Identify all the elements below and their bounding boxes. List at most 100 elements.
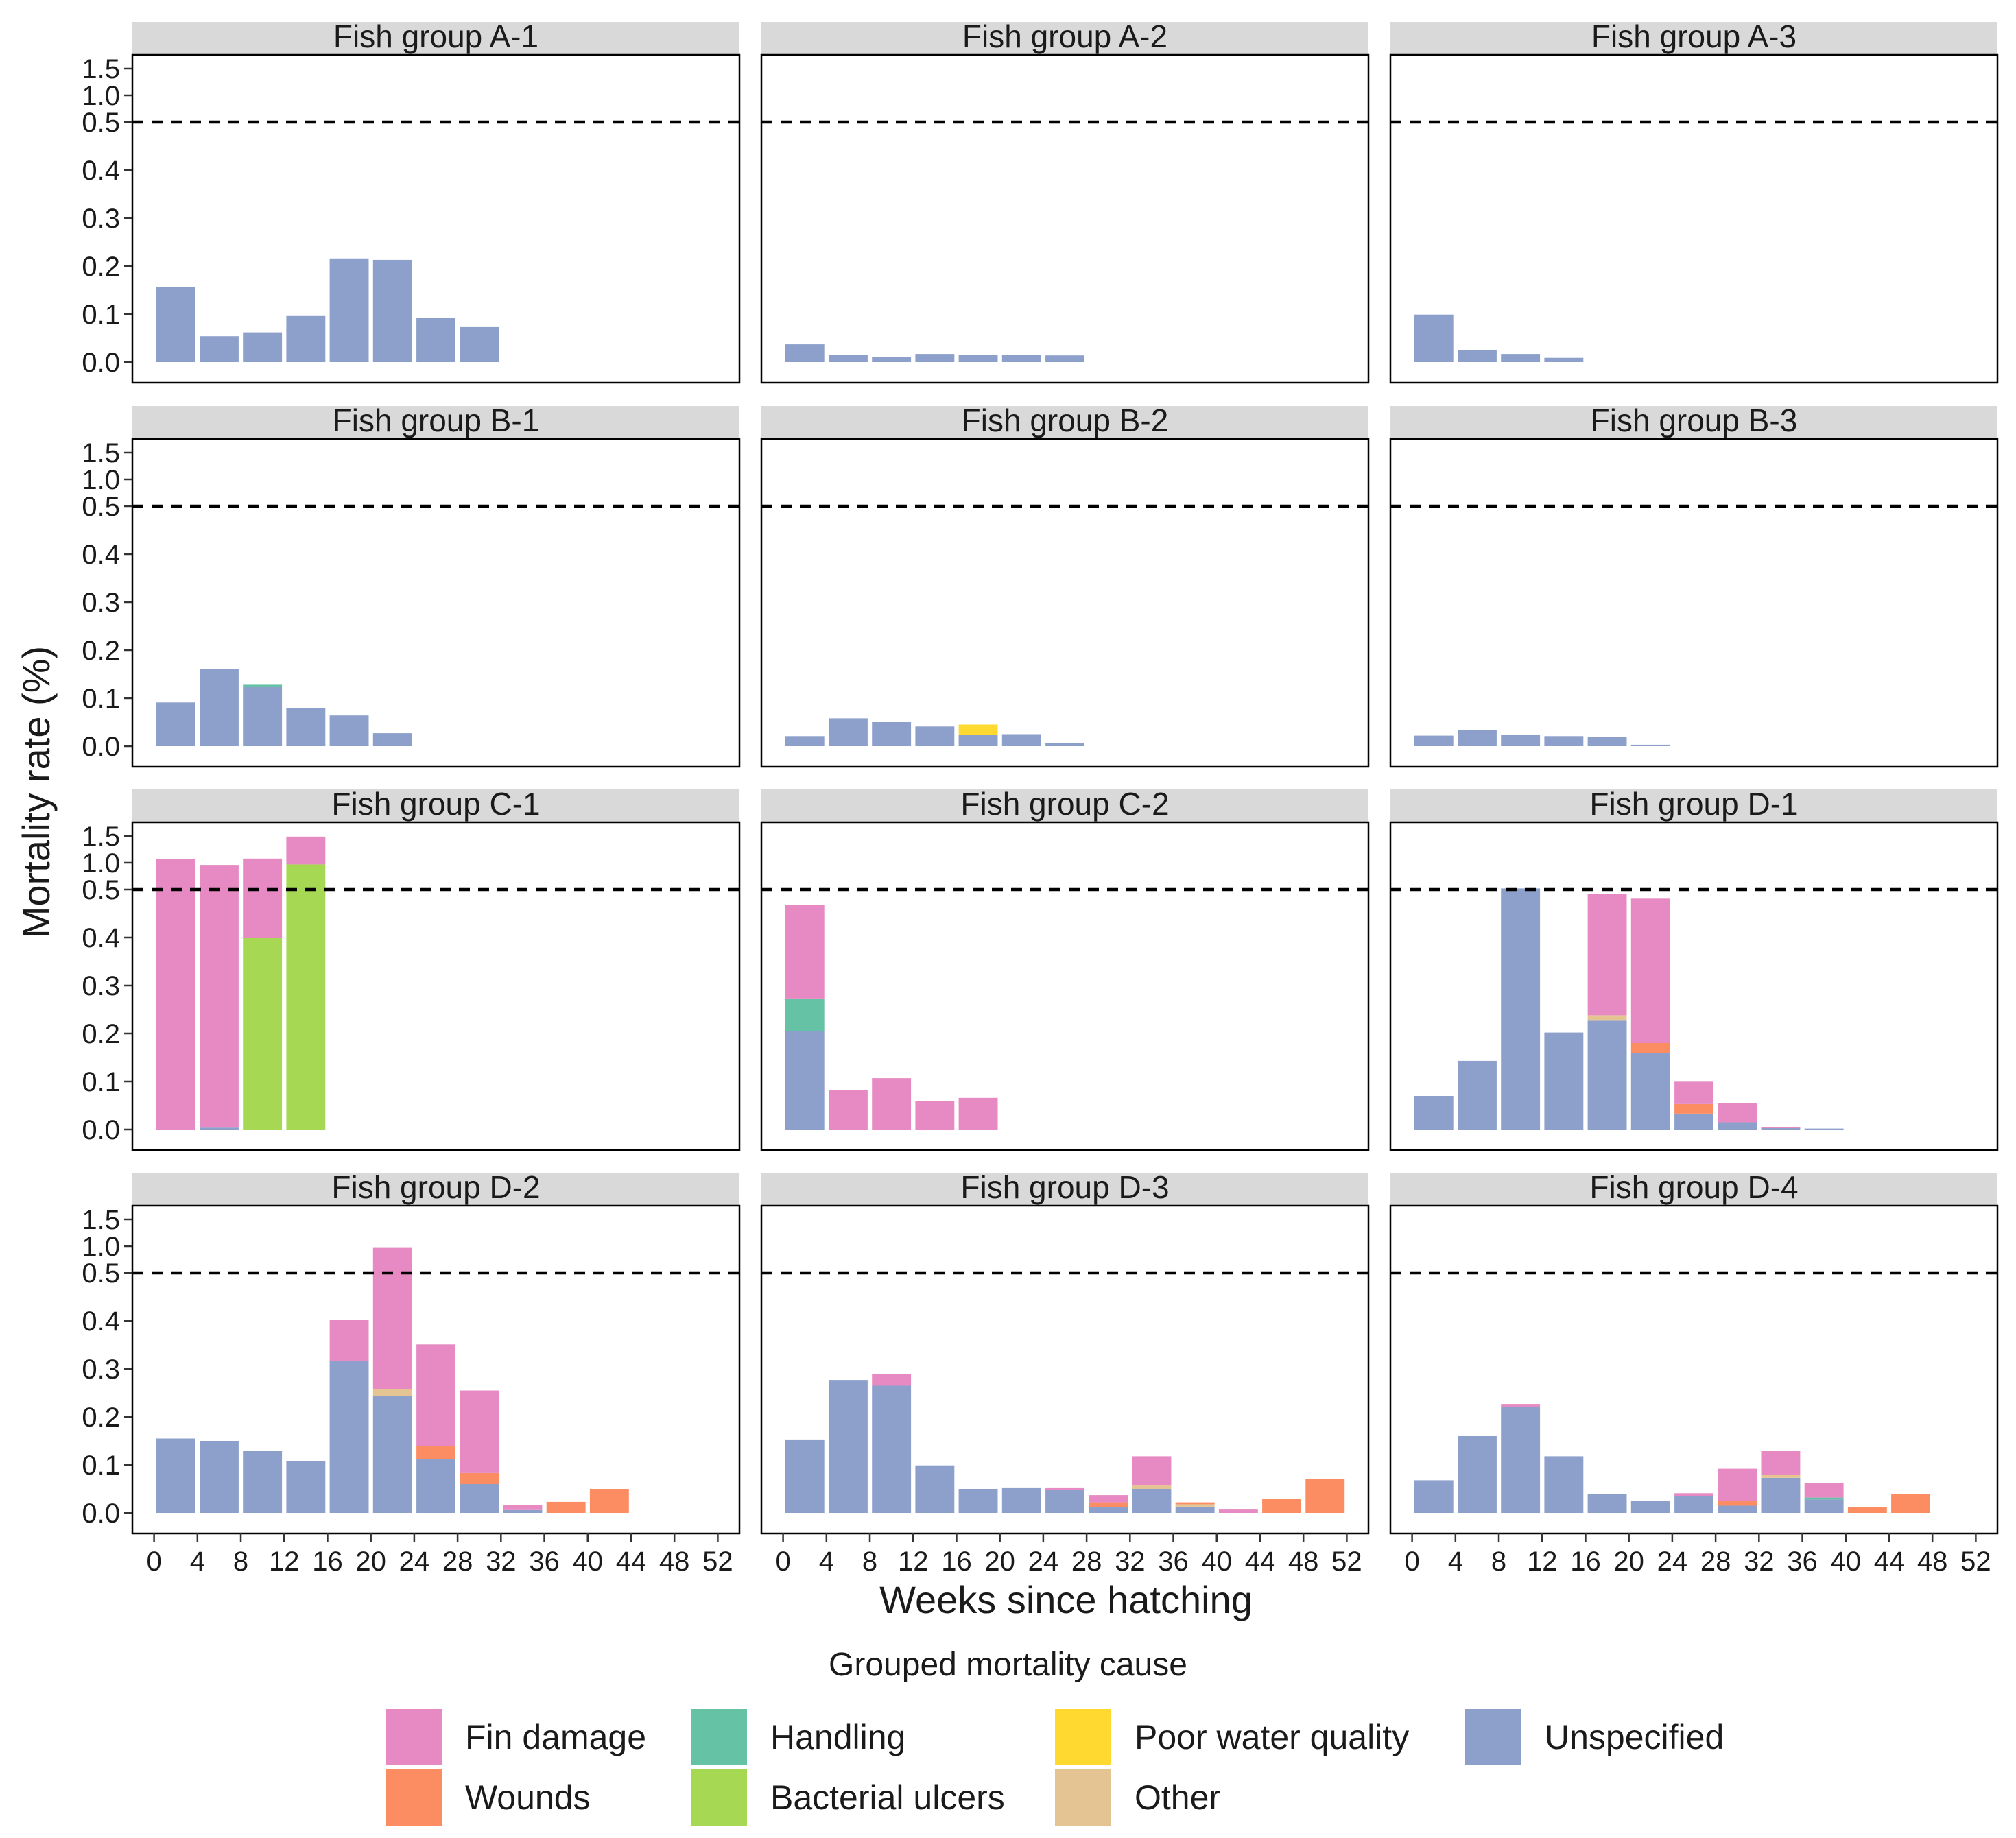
bar-unspec-week-18	[329, 715, 369, 746]
bar-unspec-week-10	[243, 1451, 283, 1513]
bar-fin-week-6	[200, 865, 239, 1128]
x-tick-label: 48	[1917, 1547, 1948, 1577]
bar-unspec-week-38	[1804, 1499, 1844, 1513]
panel-border	[760, 821, 1370, 1151]
y-tick-label: 0.1	[82, 300, 120, 330]
y-tick-label: 0.0	[82, 732, 120, 762]
bar-fin-week-34	[1761, 1451, 1801, 1475]
bar-unspec-week-14	[915, 1465, 955, 1513]
bar-handling-week-10	[243, 684, 283, 687]
bar-unspec-week-18	[1587, 1020, 1627, 1130]
y-tick-label: 0.4	[82, 1306, 120, 1337]
x-tick-label: 4	[1448, 1547, 1463, 1577]
bar-fin-week-34	[503, 1505, 543, 1510]
legend-label-fin: Fin damage	[465, 1718, 647, 1756]
bar-unspec-week-2	[785, 344, 825, 362]
x-tick-label: 20	[355, 1547, 386, 1577]
bar-other-week-22	[372, 1389, 412, 1396]
x-tick-label: 0	[146, 1547, 161, 1577]
x-tick-label: 40	[1202, 1547, 1233, 1577]
y-tick-label: 0.3	[82, 1354, 120, 1385]
legend-swatch-bact	[691, 1769, 747, 1826]
legend-title: Grouped mortality cause	[829, 1647, 1187, 1683]
legend-label-water: Poor water quality	[1135, 1718, 1410, 1756]
bar-fin-week-18	[958, 1097, 998, 1130]
bar-unspec-week-22	[372, 733, 412, 746]
bar-unspec-week-6	[1458, 730, 1497, 746]
bar-fin-week-34	[1132, 1456, 1172, 1486]
panel-title: Fish group B-1	[333, 403, 540, 438]
panel-strip	[1390, 789, 1997, 822]
bar-unspec-week-26	[416, 318, 455, 362]
bar-fin-week-26	[1674, 1493, 1713, 1496]
x-tick-label: 28	[1071, 1547, 1102, 1577]
x-tick-label: 12	[898, 1547, 929, 1577]
y-tick-label: 1.5	[82, 438, 120, 468]
x-tick-label: 16	[941, 1547, 972, 1577]
bar-fin-week-26	[1045, 1487, 1084, 1490]
bar-handling-week-2	[785, 998, 825, 1031]
bar-fin-week-30	[1718, 1103, 1757, 1123]
x-tick-label: 28	[1700, 1547, 1731, 1577]
legend-item-fin: Fin damage	[386, 1709, 646, 1765]
bar-fin-week-22	[1630, 898, 1670, 1043]
y-tick-label: 1.5	[82, 822, 120, 852]
bar-unspec-week-2	[1414, 735, 1454, 746]
bar-unspec-week-22	[372, 259, 412, 362]
bar-unspec-week-22	[372, 1396, 412, 1513]
x-tick-label: 52	[1331, 1547, 1362, 1577]
bar-wounds-week-38	[546, 1501, 586, 1513]
bar-fin-week-30	[460, 1390, 499, 1473]
panel-strip	[1390, 22, 1997, 55]
bar-unspec-week-6	[829, 718, 868, 746]
bar-unspec-week-10	[872, 722, 912, 746]
bar-unspec-week-18	[329, 1361, 369, 1513]
bar-unspec-week-26	[1045, 743, 1084, 746]
x-tick-label: 28	[442, 1547, 473, 1577]
bar-fin-week-30	[1089, 1495, 1128, 1503]
panel-title: Fish group D-3	[960, 1169, 1169, 1205]
y-tick-label: 0.1	[82, 1451, 120, 1481]
bar-unspec-week-38	[1804, 1128, 1844, 1130]
bar-unspec-week-18	[329, 258, 369, 362]
bar-unspec-week-38	[1175, 1506, 1215, 1513]
panel-fish-group-b-1: Fish group B-1 0.0 0.1 0.2 0.3 0.4 0.51.01.5	[82, 403, 741, 768]
x-tick-label: 44	[1245, 1547, 1276, 1577]
y-tick-label: 1.0	[82, 465, 120, 495]
bar-unspec-week-30	[1089, 1507, 1128, 1513]
bar-unspec-week-10	[872, 357, 912, 362]
bar-fin-week-30	[1718, 1468, 1757, 1501]
bar-unspec-week-14	[1544, 1456, 1584, 1513]
y-tick-label: 0.5	[82, 1258, 120, 1289]
legend-swatch-fin	[386, 1709, 442, 1765]
bar-wounds-week-46	[1262, 1499, 1301, 1513]
x-tick-label: 12	[1527, 1547, 1558, 1577]
panel-title: Fish group B-3	[1591, 403, 1798, 438]
panel-title: Fish group A-2	[962, 19, 1167, 54]
x-tick-label: 0	[1404, 1547, 1419, 1577]
bar-unspec-week-6	[200, 669, 239, 746]
bar-wounds-week-38	[1175, 1502, 1215, 1505]
bar-fin-week-42	[1218, 1509, 1258, 1513]
bar-unspec-week-10	[243, 332, 283, 362]
x-tick-label: 4	[190, 1547, 205, 1577]
y-tick-label: 0.2	[82, 1019, 120, 1049]
x-tick-label: 20	[1613, 1547, 1644, 1577]
legend-items: Fin damage Handling Poor water quality Unsp…	[386, 1709, 1757, 1833]
y-tick-label: 1.0	[82, 848, 120, 879]
bar-unspec-week-14	[286, 1461, 326, 1513]
y-axis-label: Mortality rate (%)	[14, 646, 58, 938]
bar-other-week-38	[1175, 1504, 1215, 1507]
y-tick-label: 1.5	[82, 1205, 120, 1235]
legend-label-wounds: Wounds	[465, 1778, 591, 1817]
bar-unspec-week-10	[243, 687, 283, 746]
panel-border	[1389, 821, 1999, 1151]
panel-title: Fish group C-2	[960, 786, 1169, 822]
panel-fish-group-b-2: Fish group B-2	[760, 403, 1370, 768]
panel-strip	[761, 22, 1368, 55]
bar-unspec-week-18	[958, 1489, 998, 1513]
x-tick-label: 8	[862, 1547, 877, 1577]
legend-swatch-wounds	[386, 1769, 442, 1826]
x-tick-label: 40	[573, 1547, 604, 1577]
panel-border	[760, 438, 1370, 768]
